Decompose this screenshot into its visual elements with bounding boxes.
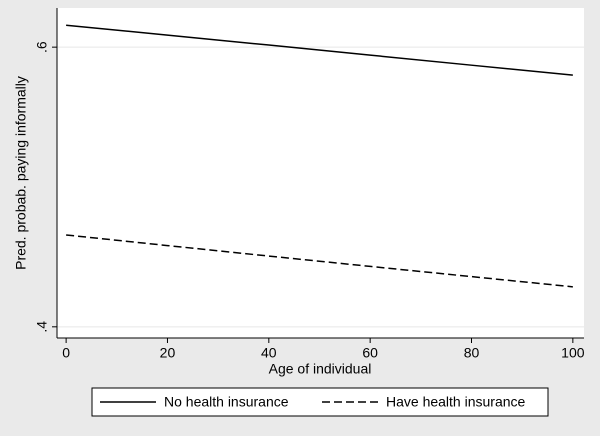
series-line [66,234,573,288]
legend-label: No health insurance [164,394,289,410]
x-tick-label: 40 [261,345,277,361]
series-line [66,24,573,76]
y-tick-label: .4 [34,321,50,333]
x-tick-label: 60 [362,345,378,361]
x-axis-label: Age of individual [269,361,372,377]
x-tick-label: 80 [464,345,480,361]
legend-box [91,387,549,417]
legend-label: Have health insurance [386,394,526,410]
plot-area [57,8,584,338]
y-axis-label: Pred. probab. paying informally [13,76,29,270]
x-tick-label: 20 [160,345,176,361]
x-tick-label: 100 [561,345,585,361]
y-tick-label: .6 [34,41,50,53]
x-tick-label: 0 [62,345,70,361]
